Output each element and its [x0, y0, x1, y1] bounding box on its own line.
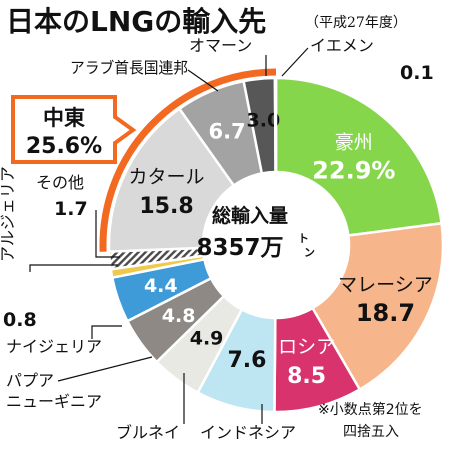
- slice-value-indonesia: 7.6: [227, 348, 266, 373]
- slice-value-brunei: 4.9: [190, 328, 224, 350]
- leader-algeria: [29, 264, 118, 272]
- slices-layer: 豪州 22.9% マレーシア 18.7 ロシア 8.5 7.64.94.8 4.4 カタール 15…: [107, 76, 445, 414]
- label-algeria-value: 0.8: [3, 309, 37, 331]
- leader-nigeria: [91, 325, 122, 339]
- note-line-2: 四捨五入: [343, 423, 399, 440]
- slice-value-qatar: 15.8: [139, 194, 193, 219]
- chart-subtitle: （平成27年度）: [305, 15, 407, 31]
- label-nigeria-name: ナイジェリア: [6, 337, 102, 356]
- middle-east-group-box: 中東 25.6%: [11, 95, 137, 164]
- label-papua-name-1: パプア: [6, 371, 54, 390]
- slice-value-papua-new-guinea: 4.8: [162, 305, 196, 327]
- middle-east-arc: [99, 68, 277, 252]
- leader-yemen: [281, 47, 309, 77]
- middle-east-share: 25.6%: [26, 134, 102, 159]
- center-label-unit-n: ン: [304, 246, 315, 259]
- label-others-name: その他: [36, 173, 84, 192]
- slice-value-nigeria: 4.4: [144, 275, 178, 297]
- slice-australia: [274, 76, 443, 237]
- label-yemen-name: イエメン: [310, 36, 374, 55]
- center-label-line1: 総輸入量: [212, 204, 288, 227]
- chart-title: 日本のLNGの輸入先: [6, 5, 266, 38]
- label-indonesia-name: インドネシア: [200, 423, 296, 442]
- center-label-line2: 8357万: [196, 235, 283, 261]
- slice-name-malaysia: マレーシア: [338, 274, 433, 296]
- leader-papua: [57, 356, 153, 382]
- slice-value-australia: 22.9%: [312, 156, 395, 184]
- label-papua-name-2: ニューギニア: [6, 392, 102, 411]
- center-label: 総輸入量 8357万 ト ン: [196, 204, 315, 261]
- note-line-1: ※小数点第2位を: [318, 401, 423, 418]
- slice-value-malaysia: 18.7: [356, 299, 415, 327]
- slice-malaysia: [310, 221, 445, 392]
- leader-others: [95, 210, 120, 258]
- slice-yemen: [273, 76, 278, 174]
- center-label-unit-to: ト: [298, 232, 309, 245]
- label-uae-name: アラブ首長国連邦: [70, 58, 188, 77]
- slice-name-qatar: カタール: [129, 166, 205, 188]
- slice-value-russia: 8.5: [287, 364, 326, 389]
- slice-value-oman: 3.0: [247, 109, 281, 131]
- label-yemen-value: 0.1: [400, 62, 434, 84]
- outside-labels: アラブ首長国連邦 オマーン イエメン 0.1 その他 1.7 アルジェリア 0.…: [0, 36, 434, 442]
- middle-east-box-shape: [11, 95, 137, 164]
- slice-name-russia: ロシア: [278, 336, 335, 358]
- middle-east-arc-layer: [99, 68, 277, 252]
- slice-value-uae: 6.7: [208, 119, 245, 143]
- label-algeria-name: アルジェリア: [0, 166, 17, 262]
- middle-east-label: 中東: [43, 106, 85, 130]
- label-others-value: 1.7: [54, 198, 88, 220]
- label-brunei-name: ブルネイ: [116, 423, 180, 442]
- slice-qatar: [107, 106, 236, 253]
- label-oman-name: オマーン: [189, 36, 252, 55]
- slice-name-australia: 豪州: [335, 131, 373, 153]
- leader-uae: [187, 69, 219, 92]
